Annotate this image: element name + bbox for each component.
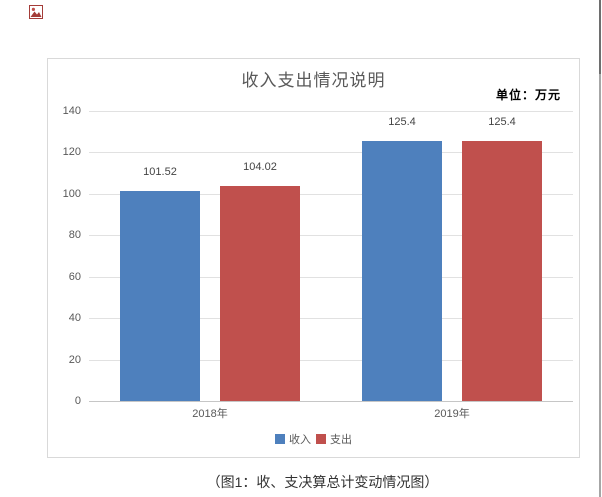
bar-收入-2019年 [362,141,442,401]
legend-item-收入: 收入 [275,431,311,447]
x-axis-line [89,401,573,402]
gridline [89,111,573,112]
data-label: 125.4 [388,116,416,128]
y-tick-label: 20 [68,354,81,366]
gridline [89,318,573,319]
y-tick-label: 60 [68,271,81,283]
scrollbar-thumb[interactable] [599,0,601,74]
scrollbar-track[interactable] [599,0,601,497]
legend: 收入 支出 [48,431,579,447]
gridline [89,152,573,153]
gridline [89,235,573,236]
gridline [89,277,573,278]
unit-label: 单位：万元 [495,88,561,102]
legend-swatch [275,434,285,444]
gridline [89,194,573,195]
legend-label: 支出 [330,434,352,446]
y-tick-label: 80 [68,229,81,241]
y-tick-label: 40 [68,312,81,324]
y-tick-label: 140 [62,105,81,117]
chart-panel: 收入支出情况说明 单位：万元 0 20 40 60 80 100 120 140 101.52 1… [47,58,580,458]
plot-area: 0 20 40 60 80 100 120 140 101.52 125.4 104.02 125.4… [63,105,573,420]
y-tick-label: 100 [62,188,81,200]
x-category-label: 2018年 [192,408,228,420]
data-label: 101.52 [143,166,177,178]
data-label: 125.4 [488,116,516,128]
bar-支出-2019年 [462,141,542,401]
y-tick-label: 120 [62,146,81,158]
gridline [89,360,573,361]
figure-caption: （图1：收、支决算总计变动情况图） [206,474,439,490]
legend-item-支出: 支出 [316,431,352,447]
chart-title: 收入支出情况说明 [241,71,386,90]
legend-swatch [316,434,326,444]
broken-image-icon [29,5,43,19]
data-label: 104.02 [243,161,277,173]
legend-label: 收入 [289,434,311,446]
x-category-label: 2019年 [434,408,470,420]
bar-收入-2018年 [120,191,200,401]
y-tick-label: 0 [74,395,81,407]
bar-支出-2018年 [220,186,300,401]
